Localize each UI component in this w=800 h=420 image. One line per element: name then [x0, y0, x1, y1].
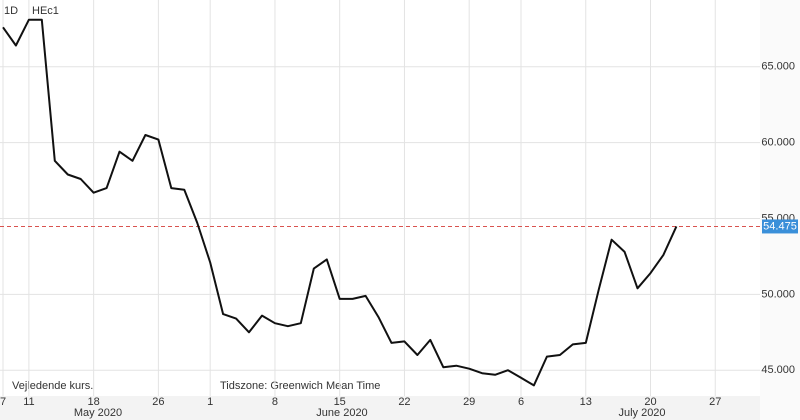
x-tick-label: 8	[272, 396, 278, 408]
month-label: May 2020	[74, 407, 122, 419]
x-tick-label: 27	[709, 396, 721, 408]
x-tick-label: 18	[88, 396, 100, 408]
x-tick-label: 22	[398, 396, 410, 408]
y-tick-label: 65.000	[761, 61, 795, 73]
reference-label: 54.475	[763, 220, 797, 232]
x-tick-label: 26	[152, 396, 164, 408]
month-label: June 2020	[316, 407, 367, 419]
x-tick-label: 15	[334, 396, 346, 408]
footer-left: Vejledende kurs.	[12, 380, 93, 392]
x-tick-label: 29	[463, 396, 475, 408]
symbol-label: HEc1	[32, 5, 59, 17]
y-axis-band	[760, 0, 800, 420]
x-tick-label: 7	[0, 396, 6, 408]
x-tick-label: 13	[580, 396, 592, 408]
x-tick-label: 1	[207, 396, 213, 408]
x-tick-label: 6	[518, 396, 524, 408]
x-tick-label: 20	[644, 396, 656, 408]
interval-label: 1D	[4, 5, 18, 17]
x-axis-band	[0, 396, 760, 420]
month-label: July 2020	[618, 407, 665, 419]
y-tick-label: 50.000	[761, 288, 795, 300]
x-tick-label: 11	[23, 396, 34, 408]
y-tick-label: 45.000	[761, 364, 795, 376]
price-line	[2, 18, 678, 387]
footer-timezone: Tidszone: Greenwich Mean Time	[220, 380, 380, 392]
y-tick-label: 60.000	[761, 137, 795, 149]
reference-label-box	[762, 219, 798, 234]
